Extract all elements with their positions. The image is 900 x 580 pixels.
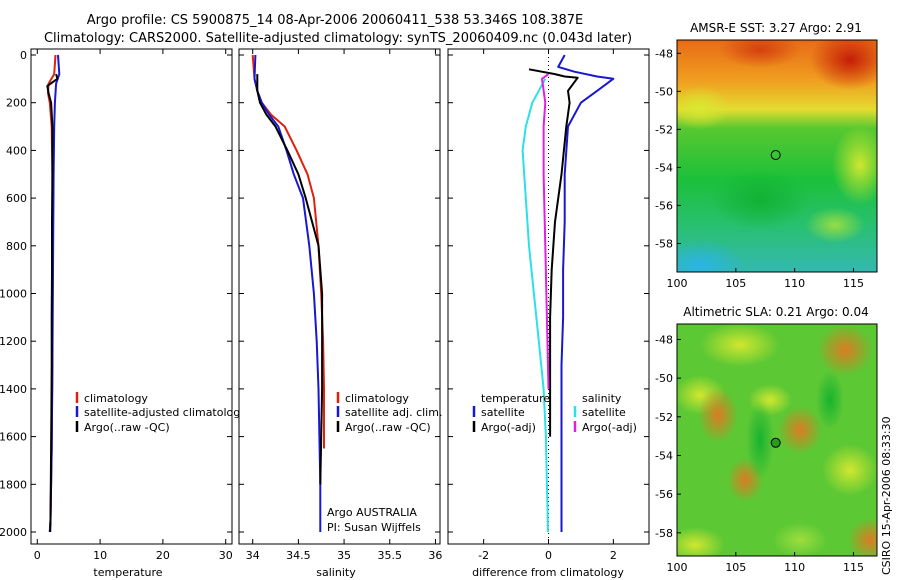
sst_map-ytick-label: -52	[655, 123, 673, 136]
sst-map-panel: AMSR-E SST: 3.27 Argo: 2.91	[655, 21, 878, 290]
difference-series-temperature-satellite	[557, 54, 615, 532]
difference-xtick-label: -2	[478, 549, 489, 562]
depth-ytick-label: 1000	[0, 288, 27, 301]
depth-ytick-label: 1800	[0, 478, 27, 491]
sst_map-ytick-label: -50	[655, 85, 673, 98]
difference-xlabel: difference from climatology	[472, 566, 624, 579]
difference-xtick-label: 2	[610, 549, 617, 562]
difference-legend-temp-argo: Argo(-adj)	[481, 421, 536, 434]
temperature-legend-argo: Argo(..raw -QC)	[84, 421, 170, 434]
title-line-2: Climatology: CARS2000. Satellite-adjuste…	[44, 31, 632, 46]
title-line-1: Argo profile: CS 5900875_14 08-Apr-2006 …	[87, 13, 583, 28]
sla_map-xtick-label: 110	[784, 561, 805, 574]
temperature-axes-box	[30, 48, 233, 545]
salinity-axes-box	[238, 48, 441, 545]
sst_map-xtick-label: 100	[667, 277, 688, 290]
temperature-series-argo-raw-qc-	[46, 73, 59, 533]
sla_map-ytick-label: -58	[655, 527, 673, 540]
sla-map-panel: Altimetric SLA: 0.21 Argo: 0.04 100 105 11…	[655, 305, 878, 574]
sla_map-ytick-label: -48	[655, 333, 673, 346]
salinity-xtick-label: 35	[337, 549, 351, 562]
depth-ytick-label: 400	[6, 144, 27, 157]
difference-legend-temp-satellite: satellite	[481, 406, 525, 419]
difference-legend-group-temperature: temperature	[481, 392, 550, 405]
salinity-xlabel: salinity	[316, 566, 356, 579]
difference-legend-sal-satellite: satellite	[582, 406, 626, 419]
sst_map-xtick-label: 105	[725, 277, 746, 290]
sla_map-xtick-label: 105	[725, 561, 746, 574]
depth-ytick-label: 600	[6, 192, 27, 205]
difference-legend-group-salinity: salinity	[582, 392, 622, 405]
temperature-legend-climatology: climatology	[84, 392, 148, 405]
sla_map-ytick-label: -50	[655, 372, 673, 385]
temperature-legend-satellite: satellite-adjusted climatology	[84, 406, 247, 419]
sla_map-ytick-label: -56	[655, 488, 673, 501]
salinity-xtick-label: 34.5	[286, 549, 311, 562]
sst_map-ytick-label: -54	[655, 161, 673, 174]
depth-ytick-label: 0	[20, 49, 27, 62]
depth-ytick-label: 1600	[0, 431, 27, 444]
difference-legend: temperature satellite Argo(-adj) salinit…	[472, 392, 637, 434]
difference-series-temperature-argo-adj-	[528, 68, 579, 437]
depth-ytick-label: 800	[6, 240, 27, 253]
depth-ytick-label: 200	[6, 97, 27, 110]
salinity-panel: 34 34.5 35 35.5 36 salinity climatology sate…	[238, 48, 442, 579]
sla-map-title: Altimetric SLA: 0.21 Argo: 0.04	[683, 305, 868, 319]
sst_map-xtick-label: 115	[843, 277, 864, 290]
sla_map-ytick-label: -52	[655, 411, 673, 424]
temperature-legend: climatology satellite-adjusted climatolo…	[75, 392, 247, 434]
temperature-xtick-label: 20	[156, 549, 170, 562]
sla-heatmap	[677, 324, 877, 556]
depth-ytick-label: 1200	[0, 335, 27, 348]
salinity-series-argo-raw-qc-	[256, 74, 324, 485]
salinity-xtick-label: 35.5	[378, 549, 403, 562]
difference-panel: -2 0 2 difference from climatology tempera…	[447, 48, 650, 579]
sst-argo-float-marker	[770, 150, 781, 160]
salinity-legend-satellite: satellite adj. clim.	[345, 406, 442, 419]
sla-argo-float-marker	[770, 437, 781, 448]
sst_map-ytick-label: -56	[655, 199, 673, 212]
difference-legend-sal-argo: Argo(-adj)	[582, 421, 637, 434]
sst-map-title: AMSR-E SST: 3.27 Argo: 2.91	[690, 21, 862, 35]
credit-timestamp: CSIRO 15-Apr-2006 08:33:30	[880, 416, 893, 575]
salinity-xtick-label: 34	[246, 549, 260, 562]
salinity-legend-argo: Argo(..raw -QC)	[345, 421, 431, 434]
difference-series-salinity-satellite	[521, 78, 549, 533]
difference-series-salinity-argo-adj-	[541, 73, 550, 389]
salinity-legend-climatology: climatology	[345, 392, 409, 405]
sst_map-ytick-label: -48	[655, 47, 673, 60]
temperature-xtick-label: 0	[34, 549, 41, 562]
temperature-xtick-label: 10	[93, 549, 107, 562]
difference-xtick-label: 0	[545, 549, 552, 562]
depth-ytick-label: 2000	[0, 526, 27, 539]
salinity-annotation-pi: PI: Susan Wijffels	[327, 521, 421, 534]
sst_map-xtick-label: 110	[784, 277, 805, 290]
depth-ytick-label: 1400	[0, 383, 27, 396]
sst_map-ytick-label: -58	[655, 237, 673, 250]
sst-map-frame	[676, 39, 878, 273]
sla_map-xtick-label: 115	[843, 561, 864, 574]
salinity-annotation-program: Argo AUSTRALIA	[327, 506, 417, 519]
sla_map-ytick-label: -54	[655, 449, 673, 462]
temperature-panel: 0 200 400 600 800 1000 1200 1400 1600 1800 2000 0 1…	[0, 48, 247, 579]
salinity-legend: climatology satellite adj. clim. Argo(..…	[336, 392, 442, 434]
temperature-xlabel: temperature	[93, 566, 162, 579]
temperature-xtick-label: 30	[219, 549, 233, 562]
sla_map-xtick-label: 100	[667, 561, 688, 574]
sst-heatmap	[677, 40, 877, 272]
sla-map-frame	[676, 323, 878, 557]
salinity-xtick-label: 36	[428, 549, 442, 562]
